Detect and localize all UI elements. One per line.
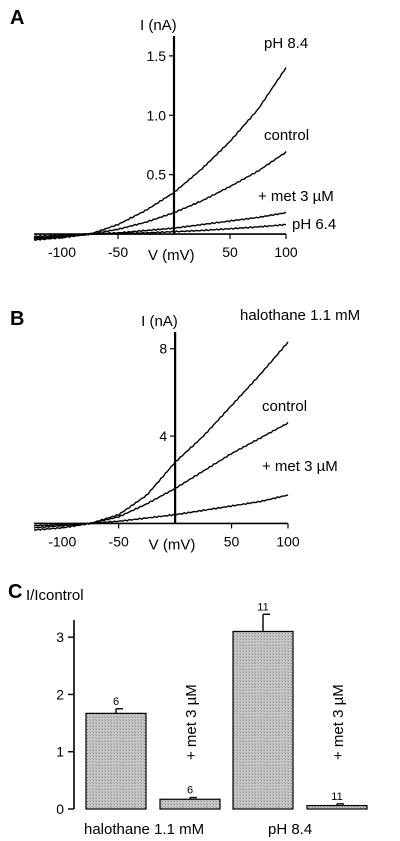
panel-b-axes: -100 -50 50 100 4 8 xyxy=(34,332,300,549)
y-tick-label: 3 xyxy=(56,629,64,645)
series-3-label: + met 3 µM xyxy=(258,188,334,205)
series-2-label: control xyxy=(264,127,309,144)
panel-a-letter: A xyxy=(10,7,24,29)
panel-c: C 0 1 2 3 I/Icontrol 6 6 + met 3 µM 11 11 + met 3 … xyxy=(8,581,368,838)
y-tick-label: 8 xyxy=(159,341,167,357)
panel-b-letter: B xyxy=(10,308,24,330)
panel-a-labels: I (nA) V (mV) pH 8.4 control + met 3 µM pH 6.… xyxy=(140,17,336,264)
series-4-curve xyxy=(33,223,287,238)
y-axis-label: I/Icontrol xyxy=(26,587,84,604)
series-3-label: + met 3 µM xyxy=(262,458,338,475)
y-tick-label: 0.5 xyxy=(147,167,167,183)
group-label-2: pH 8.4 xyxy=(268,821,312,838)
bar-3-n-label: 11 xyxy=(257,601,268,613)
series-4-label: pH 6.4 xyxy=(292,216,336,233)
x-tick-label: 100 xyxy=(274,244,298,260)
bar-2-rotated-label: + met 3 µM xyxy=(183,684,200,760)
x-axis-label: V (mV) xyxy=(148,247,195,264)
series-1-curve xyxy=(33,67,287,241)
x-tick-label: -50 xyxy=(108,244,128,260)
group-label-1: halothane 1.1 mM xyxy=(84,821,204,838)
x-tick-label: 50 xyxy=(224,533,240,549)
y-tick-label: 2 xyxy=(56,686,64,702)
bar-4-n-label: 11 xyxy=(331,791,342,803)
y-tick-label: 1.5 xyxy=(147,48,167,64)
series-3-curve xyxy=(33,494,289,527)
x-tick-label: 50 xyxy=(222,244,238,260)
bar-4-rotated-label: + met 3 µM xyxy=(330,684,347,760)
y-tick-label: 0 xyxy=(56,801,64,817)
x-tick-label: 100 xyxy=(276,533,300,549)
panel-b: B -100 -50 50 100 4 8 I (nA) V (mV) halothane 1… xyxy=(10,307,360,553)
panel-c-letter: C xyxy=(8,581,22,603)
x-tick-label: -100 xyxy=(48,244,76,260)
y-axis-label: I (nA) xyxy=(140,17,177,34)
series-2-curve xyxy=(33,151,287,240)
series-2-label: control xyxy=(262,398,307,415)
panel-b-labels: I (nA) V (mV) halothane 1.1 mM control + met… xyxy=(141,307,360,553)
bar-3 xyxy=(232,630,294,810)
x-tick-label: -50 xyxy=(109,533,129,549)
y-tick-label: 1.0 xyxy=(147,107,167,123)
bar-1 xyxy=(85,712,147,810)
y-tick-label: 1 xyxy=(56,744,64,760)
series-1-label: halothane 1.1 mM xyxy=(240,307,360,324)
series-1-curve xyxy=(33,341,289,531)
x-tick-label: -100 xyxy=(48,533,76,549)
panel-a-axes: -100 -50 50 100 0.5 1.0 1.5 xyxy=(34,36,298,260)
series-1-label: pH 8.4 xyxy=(264,35,308,52)
panel-a-curves xyxy=(33,67,287,241)
bar-2 xyxy=(159,798,221,810)
panel-c-content: 0 1 2 3 I/Icontrol 6 6 + met 3 µM 11 11 + met 3 µM… xyxy=(26,587,368,838)
y-tick-label: 4 xyxy=(159,428,167,444)
x-axis-label: V (mV) xyxy=(149,536,196,553)
bar-1-n-label: 6 xyxy=(113,696,119,708)
bar-4 xyxy=(306,804,368,810)
panel-b-curves xyxy=(33,341,289,531)
panel-a: A -100 -50 50 100 0.5 1.0 1.5 I (nA) V (mV) pH 8… xyxy=(10,7,336,264)
y-axis-label: I (nA) xyxy=(141,313,178,330)
bar-2-n-label: 6 xyxy=(187,785,193,797)
